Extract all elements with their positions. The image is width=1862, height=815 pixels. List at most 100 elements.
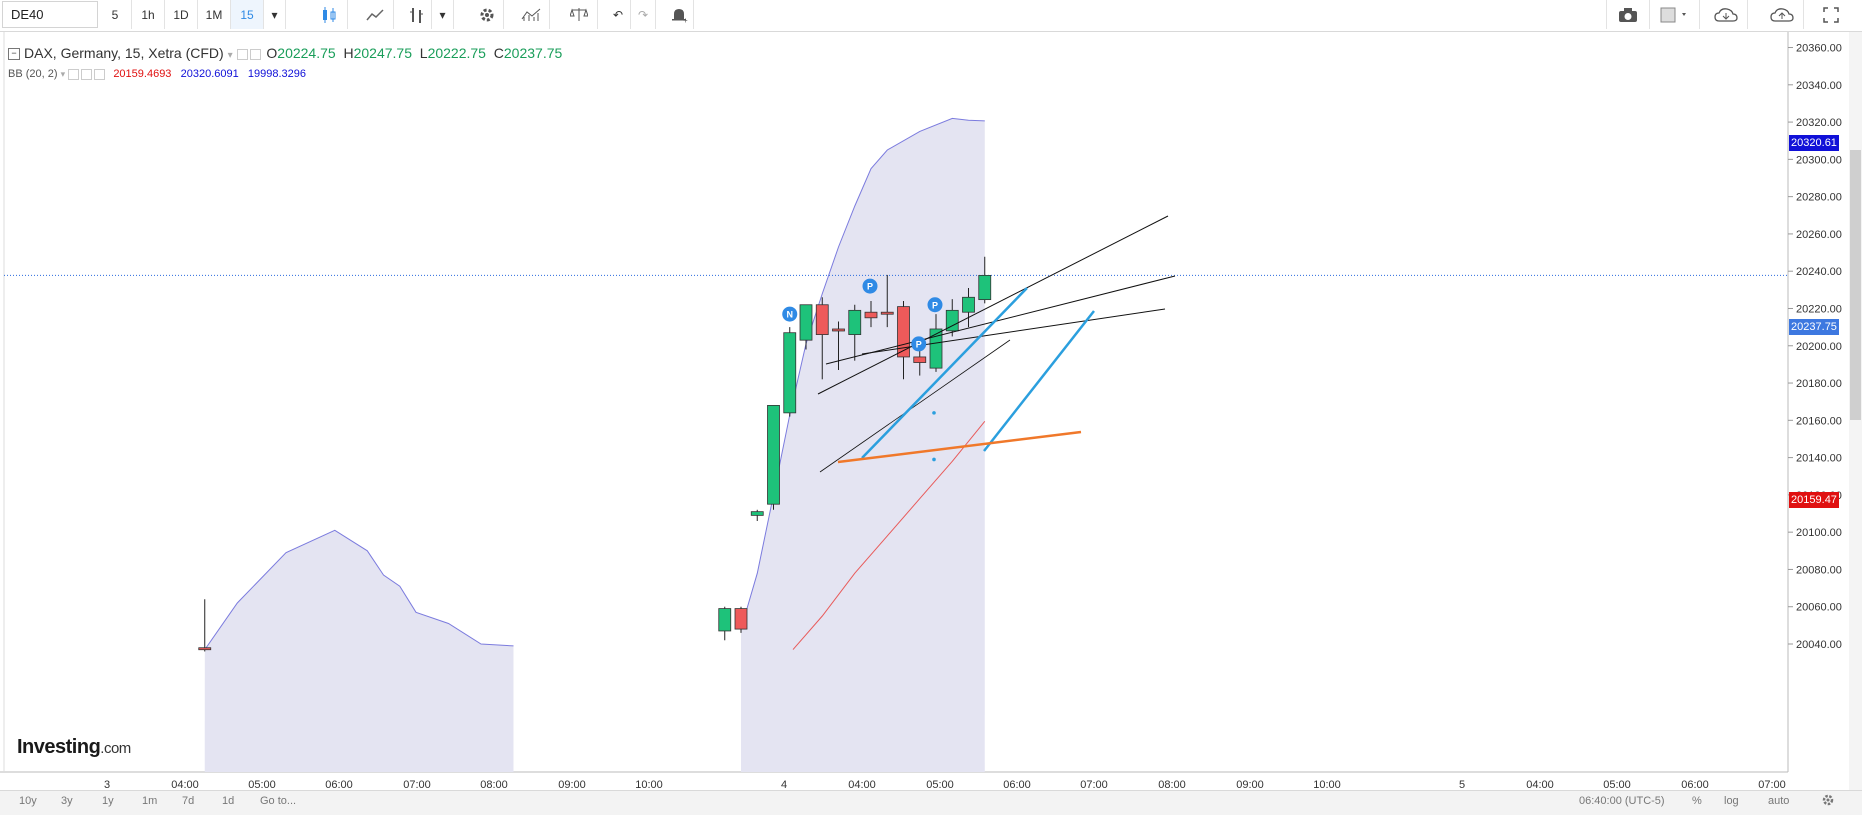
range-1m[interactable]: 1m [142,795,158,807]
bb-remove-icon[interactable] [94,68,106,80]
candle-body [734,608,748,630]
title-dropdown-icon[interactable]: ▾ [227,50,233,61]
bb-fill-area [204,530,514,772]
price-tick-label: 20200.00 [1796,341,1842,353]
alert-bell-icon[interactable]: + [664,0,694,29]
line-chart-icon[interactable] [356,0,394,29]
drawn-trendlines[interactable] [817,215,1176,473]
signal-marker-p[interactable]: P [911,336,927,352]
time-axis-ticks: 3 04:00 05:00 06:00 07:00 08:00 09:00 10:00 4 04:… [104,779,1786,790]
chart-type-dropdown-icon[interactable]: ▾ [432,0,454,29]
price-tick-label: 20140.00 [1796,453,1842,465]
bb-settings-icon[interactable] [81,68,93,80]
bottom-toolbar: 10y 3y 1y 1m 7d 1d Go to... 06:40:00 (UT… [0,790,1862,815]
time-tick-label: 09:00 [1236,779,1264,790]
series-settings-icon[interactable] [249,48,261,60]
fullscreen-icon[interactable] [1812,0,1850,29]
symbol-input[interactable]: DE40 [2,1,98,28]
interval-5[interactable]: 5 [99,0,132,29]
trendline[interactable] [817,215,1169,395]
signal-marker-n[interactable]: N [782,306,798,322]
cloud-load-icon[interactable] [1704,0,1748,29]
time-tick-label: 06:00 [1681,779,1709,790]
bars-icon[interactable] [402,0,432,29]
high-value: 20247.75 [353,45,412,61]
signal-marker-p[interactable]: P [927,297,943,313]
compare-scale-icon[interactable] [560,0,598,29]
open-label: O [266,45,278,61]
bollinger-lower-line [792,420,986,650]
price-tick-label: 20260.00 [1796,229,1842,241]
settings-gear-small-icon[interactable] [1821,793,1835,810]
time-tick-label: 5 [1459,779,1465,790]
color-picker-icon[interactable] [1650,0,1700,29]
indicators-icon[interactable] [512,0,550,29]
candles-icon[interactable] [310,0,348,29]
time-tick-label: 3 [104,779,110,790]
price-tick-label: 20080.00 [1796,564,1842,576]
candle-body [913,356,927,363]
signal-marker-p[interactable]: P [862,278,878,294]
signal-markers[interactable]: N P P P [782,278,943,352]
price-axis-ticks: 20040.0020060.0020080.0020100.0020120.00… [1788,43,1842,651]
range-1y[interactable]: 1y [102,795,114,807]
interval-1d[interactable]: 1D [165,0,198,29]
bb-basis-dot [932,457,936,462]
instrument-title: DAX, Germany, 15, Xetra (CFD) [24,45,224,61]
bb-lower-value: 20159.4693 [113,68,172,80]
candlesticks [198,256,992,652]
auto-toggle[interactable]: auto [1768,795,1790,807]
undo-icon[interactable]: ↶ [606,0,631,29]
range-10y[interactable]: 10y [19,795,37,807]
trendline[interactable] [837,430,1082,464]
bb-dropdown-icon[interactable]: ▾ [60,69,66,79]
cloud-save-icon[interactable] [1760,0,1804,29]
low-value: 20222.75 [427,45,486,61]
range-1d[interactable]: 1d [222,795,235,807]
trendline[interactable] [983,310,1095,452]
trendline[interactable] [825,275,1176,365]
price-tick-label: 20280.00 [1796,192,1842,204]
time-tick-label: 05:00 [926,779,954,790]
bb-upper-value: 20320.6091 [180,68,239,80]
signal-marker-label: P [932,300,938,310]
bb-upper-price-box: 20320.61 [1789,135,1839,151]
interval-1m[interactable]: 1M [198,0,231,29]
interval-15[interactable]: 15 [231,0,264,29]
candle-body [978,274,992,301]
interval-1h[interactable]: 1h [132,0,165,29]
range-3y[interactable]: 3y [61,795,73,807]
hide-series-icon[interactable] [236,48,248,60]
price-scrollbar-thumb[interactable] [1850,150,1861,420]
candle-body [929,328,943,369]
price-tick-label: 20040.00 [1796,639,1842,651]
candle-body [962,296,975,313]
range-7d[interactable]: 7d [182,795,195,807]
log-toggle[interactable]: log [1724,795,1739,807]
time-tick-label: 08:00 [480,779,508,790]
time-tick-label: 4 [781,779,787,790]
settings-gear-icon[interactable] [470,0,504,29]
price-chart[interactable]: N P P P 20040.00 20060.00 20080.00 20100.00 201… [0,32,1849,790]
price-tick-label: 20360.00 [1796,43,1842,55]
redo-icon[interactable]: ↷ [631,0,656,29]
candle-body [767,405,780,505]
bb-hide-icon[interactable] [68,68,80,80]
bb-lower-price-box: 20159.47 [1789,492,1839,508]
percent-toggle[interactable]: % [1692,795,1702,807]
camera-screenshot-icon[interactable] [1606,0,1650,29]
time-tick-label: 06:00 [325,779,353,790]
interval-dropdown-icon[interactable]: ▾ [264,0,286,29]
candle-body [832,328,845,332]
candle-body [848,309,862,335]
goto-button[interactable]: Go to... [260,795,297,807]
time-display: 06:40:00 (UTC-5) [1579,795,1665,807]
candle-body [198,647,212,651]
collapse-icon[interactable]: − [8,48,20,61]
trendline[interactable] [819,339,1011,473]
price-tick-label: 20160.00 [1796,415,1842,427]
time-tick-label: 10:00 [635,779,663,790]
time-tick-label: 09:00 [558,779,586,790]
price-tick-label: 20220.00 [1796,303,1842,315]
trendline[interactable] [861,287,1028,459]
